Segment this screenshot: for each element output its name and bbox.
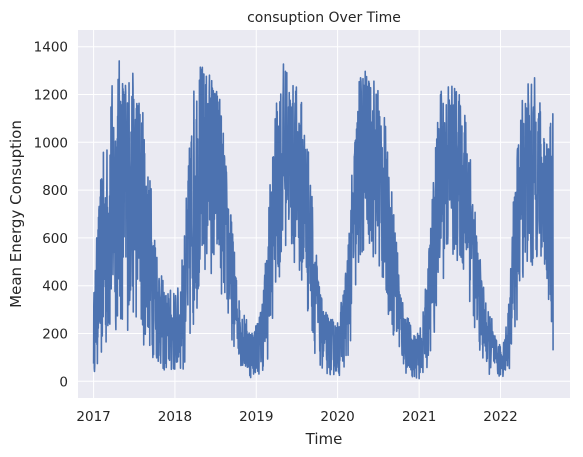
chart-title: consuption Over Time xyxy=(247,10,401,26)
y-tick-label: 600 xyxy=(42,231,68,247)
y-tick-label: 200 xyxy=(42,326,68,342)
series-line xyxy=(92,60,554,380)
x-axis-label: Time xyxy=(305,430,343,448)
x-tick-label: 2018 xyxy=(158,409,192,425)
x-tick-label: 2019 xyxy=(239,409,273,425)
y-tick-label: 1200 xyxy=(34,88,68,104)
x-tick-label: 2022 xyxy=(483,409,517,425)
series-layer xyxy=(92,60,554,380)
x-tick-label: 2021 xyxy=(402,409,436,425)
y-tick-label: 400 xyxy=(42,279,68,295)
x-tick-label: 2020 xyxy=(320,409,354,425)
y-axis-label: Mean Energy Consuption xyxy=(7,120,25,308)
y-tick-label: 1400 xyxy=(34,40,68,56)
x-tick-label: 2017 xyxy=(76,409,110,425)
y-tick-label: 0 xyxy=(59,374,68,390)
y-tick-label: 1000 xyxy=(34,135,68,151)
y-tick-label: 800 xyxy=(42,183,68,199)
x-tick-labels: 2017 2018 2019 2020 2021 2022 xyxy=(76,409,517,425)
y-tick-labels: 0 200 400 600 800 1000 1200 1400 xyxy=(34,40,68,391)
